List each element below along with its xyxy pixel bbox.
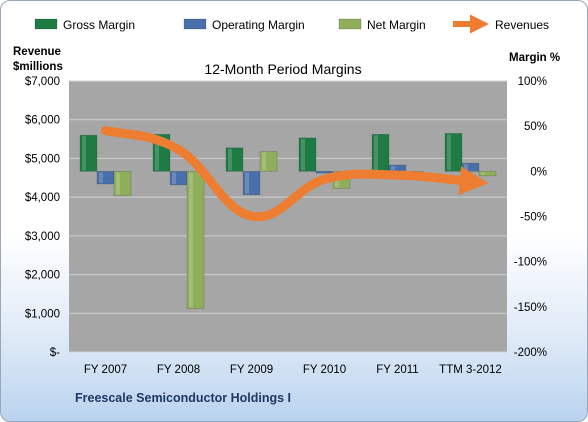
ticks-layer: $7,000 $6,000 $5,000 $4,000 $3,000 $2,000 $1,0… (25, 76, 547, 376)
bar-highlight (245, 172, 249, 194)
gridlines (69, 80, 507, 353)
bar-operating-margin (315, 171, 334, 174)
legend-swatch-net-margin (338, 18, 362, 30)
bar-highlight (189, 172, 193, 308)
bar-highlight (374, 135, 378, 171)
left-tick-label: $- (50, 347, 60, 359)
category-label: FY 2007 (84, 364, 127, 376)
legend: Gross Margin Operating Margin Net Margin Re… (34, 14, 549, 34)
category-label: FY 2010 (303, 364, 346, 376)
category-label: TTM 3-2012 (439, 364, 502, 376)
left-axis-label-line2: $millions (13, 61, 63, 73)
bar-highlight (99, 172, 103, 183)
legend-label-gross-margin: Gross Margin (63, 18, 135, 32)
left-axis-label-line1: Revenue (13, 46, 61, 58)
bar-highlight (447, 134, 451, 171)
right-axis-label: Margin % (509, 52, 560, 64)
company-name: Freescale Semiconductor Holdings I (75, 391, 291, 405)
right-tick-label: -100% (514, 257, 547, 269)
legend-label-operating-margin: Operating Margin (212, 18, 305, 32)
bar-gross-margin (225, 147, 244, 172)
left-tick-label: $6,000 (25, 115, 60, 127)
legend-label-net-margin: Net Margin (367, 18, 426, 32)
plot-area (69, 81, 507, 352)
category-label: FY 2008 (157, 364, 200, 376)
bar-highlight (228, 148, 232, 171)
bar-highlight (155, 135, 159, 171)
left-tick-label: $4,000 (25, 192, 60, 204)
category-label: FY 2011 (376, 364, 418, 376)
right-tick-label: 100% (518, 76, 547, 88)
legend-swatch-gross-margin (34, 18, 58, 30)
bar-highlight (116, 172, 120, 195)
legend-swatch-operating-margin (183, 18, 207, 30)
right-tick-label: -200% (514, 347, 547, 359)
bar-highlight (301, 138, 305, 171)
bar-operating-margin (242, 171, 261, 196)
left-tick-label: $1,000 (25, 308, 60, 320)
bars-layer (79, 133, 497, 309)
chart-title: 12-Month Period Margins (204, 61, 361, 77)
revenue-line-layer (101, 126, 489, 222)
bar-gross-margin (298, 137, 317, 172)
bar-highlight (391, 166, 395, 171)
bar-gross-margin (79, 134, 98, 172)
left-tick-label: $3,000 (25, 231, 60, 243)
bar-net-margin (259, 151, 278, 172)
bar-gross-margin (444, 133, 463, 172)
left-tick-label: $2,000 (25, 270, 60, 282)
right-tick-label: -150% (514, 302, 547, 314)
bar-highlight (172, 172, 176, 184)
bar-highlight (481, 172, 485, 175)
left-tick-label: $7,000 (25, 76, 60, 88)
revenue-line (101, 126, 489, 222)
category-label: FY 2009 (230, 364, 273, 376)
bar-highlight (262, 152, 266, 171)
bar-highlight (82, 136, 86, 171)
bar-highlight (464, 164, 468, 171)
right-tick-label: -50% (520, 212, 547, 224)
left-tick-label: $5,000 (25, 153, 60, 165)
right-tick-label: 50% (524, 121, 547, 133)
bar-net-margin (113, 171, 132, 197)
bar-net-margin (186, 171, 205, 309)
legend-label-revenues: Revenues (495, 18, 549, 32)
right-tick-label: 0% (530, 166, 547, 178)
